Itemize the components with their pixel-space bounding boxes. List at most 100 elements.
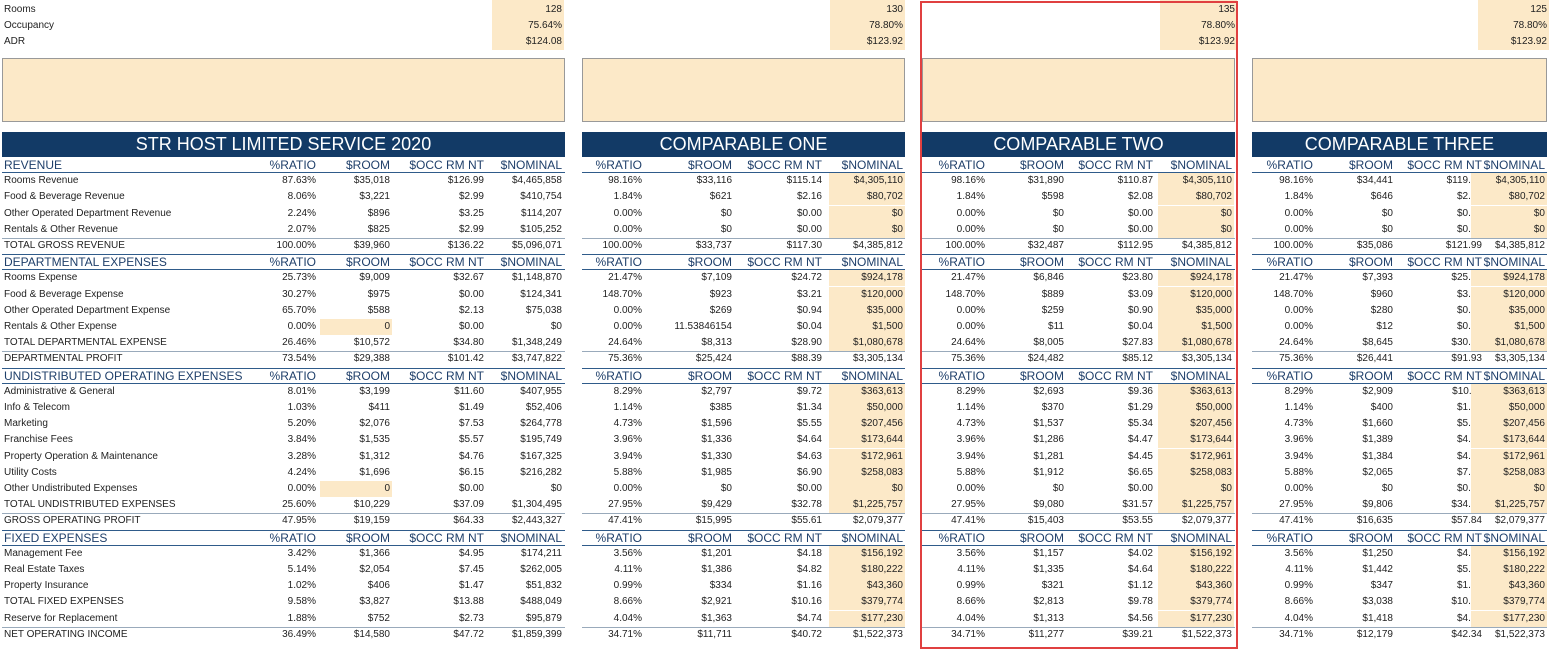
cell: 4.04% (613, 612, 642, 624)
column-header: $NOMINAL (1483, 158, 1545, 172)
cell: $9,080 (1033, 499, 1064, 511)
cell: $16,635 (1356, 515, 1393, 527)
cell: $35,086 (1356, 240, 1393, 251)
cell: $9,009 (359, 272, 390, 284)
cell: $370 (1041, 402, 1064, 413)
cell: $6.65 (1127, 466, 1153, 478)
section-rule (2, 269, 565, 271)
column-header: %RATIO (595, 530, 642, 545)
cell: $1,386 (701, 564, 732, 575)
cell: $923 (709, 288, 732, 300)
cell: $1,336 (701, 434, 732, 446)
cell: $173,644 (1190, 434, 1232, 446)
cell: $2.99 (458, 223, 484, 235)
input-cell (1158, 464, 1234, 481)
cell: $115.14 (786, 175, 822, 187)
input-cell (1158, 416, 1234, 433)
input-cell (1471, 578, 1547, 595)
input-cell (1158, 205, 1234, 222)
cell: $924,178 (1503, 272, 1545, 284)
total-rule (1252, 626, 1547, 628)
section-title: FIXED EXPENSES (4, 530, 108, 545)
total-rule (922, 626, 1235, 628)
cell: $31,890 (1027, 175, 1064, 187)
cell: $1,366 (359, 547, 390, 559)
cell: $7,393 (1362, 272, 1393, 284)
input-cell (320, 481, 392, 497)
section-title: REVENUE (4, 158, 63, 172)
row-label: Food & Beverage Revenue (4, 191, 125, 203)
cell: $216,282 (520, 466, 562, 478)
total-rule (582, 238, 905, 239)
cell: $177,230 (1503, 612, 1545, 624)
cell: 0.99% (1284, 580, 1313, 592)
column-header: $OCC RM NT (747, 530, 822, 545)
cell: 3.96% (1284, 434, 1313, 446)
cell: $2.16 (796, 191, 822, 203)
column-header: $ROOM (1019, 158, 1064, 172)
cell: 27.95% (608, 499, 642, 511)
input-cell (1158, 383, 1234, 400)
column-header: $NOMINAL (841, 530, 903, 545)
column-header: $OCC RM NT (1407, 255, 1482, 270)
cell: $12,179 (1356, 628, 1393, 640)
column-header: $ROOM (687, 255, 732, 270)
column-header: $OCC RM NT (409, 158, 484, 172)
cell: $2,693 (1033, 385, 1064, 397)
cell: $51,832 (525, 580, 562, 592)
cell: $12 (1376, 321, 1393, 332)
input-cell (1471, 432, 1547, 449)
cell: 0.00% (956, 223, 985, 235)
cell: 98.16% (1279, 175, 1313, 187)
cell: 3.94% (956, 450, 985, 462)
total-rule (1252, 351, 1547, 353)
column-header: $NOMINAL (1170, 530, 1232, 545)
cell: $7.45 (458, 564, 484, 575)
cell: $120,000 (1190, 288, 1232, 300)
cell: $410,754 (520, 191, 562, 203)
cell: $10.56 (1451, 596, 1482, 608)
cell: $3,199 (359, 385, 390, 397)
input-cell (1158, 594, 1234, 611)
input-cell (1471, 173, 1547, 190)
section-rule (922, 367, 1235, 369)
cell: $0 (891, 483, 903, 494)
cell: $9.78 (1127, 596, 1153, 608)
cell: $4,465,858 (511, 175, 562, 187)
cell: 8.06% (287, 191, 316, 203)
section-rule (1252, 382, 1547, 384)
cell: $258,083 (861, 466, 903, 478)
cell: $31.57 (1122, 499, 1153, 511)
input-cell (829, 416, 905, 433)
cell: 0.00% (956, 483, 985, 494)
input-cell (1158, 335, 1234, 352)
cell: $9,806 (1362, 499, 1393, 511)
cell: $23.80 (1122, 272, 1153, 284)
row-label: Utility Costs (4, 466, 57, 478)
row-label: Rentals & Other Revenue (4, 223, 118, 235)
cell: 1.14% (1284, 402, 1313, 413)
cell: 65.70% (282, 304, 316, 316)
total-rule (2, 238, 565, 239)
row-label: Rentals & Other Expense (4, 321, 117, 332)
cell: $2,079,377 (1181, 515, 1232, 527)
cell: $80,702 (1508, 191, 1545, 203)
section-rule (582, 544, 905, 546)
total-rule (922, 513, 1235, 515)
cell: $363,613 (1190, 385, 1232, 397)
top-value: 78.80% (1201, 20, 1235, 31)
total-rule (2, 626, 565, 628)
section-rule (2, 172, 565, 173)
cell: $6,846 (1033, 272, 1064, 284)
cell: $0 (1220, 207, 1232, 219)
cell: $8,313 (701, 337, 732, 349)
input-cell (1471, 594, 1547, 611)
cell: 1.02% (287, 580, 316, 592)
cell: $4.81 (1456, 450, 1482, 462)
column-header: $ROOM (345, 255, 390, 270)
cell: $259 (1041, 304, 1064, 316)
cell: 3.42% (287, 547, 316, 559)
top-value: 125 (1530, 4, 1547, 15)
cell: $91.93 (1451, 353, 1482, 365)
cell: $0.00 (1127, 483, 1153, 494)
